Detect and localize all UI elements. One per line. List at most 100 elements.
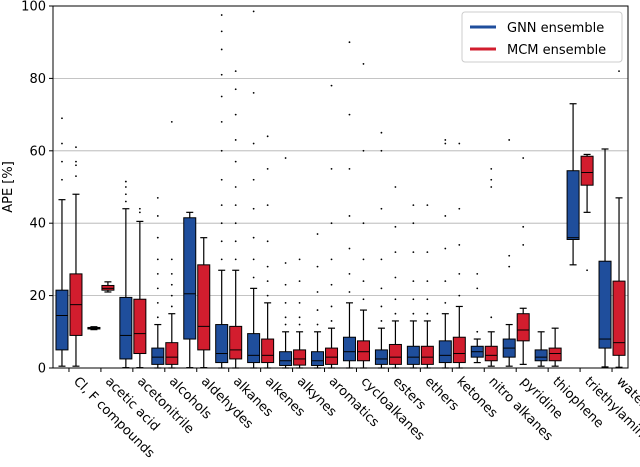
outlier-7 bbox=[234, 113, 237, 116]
outlier-4 bbox=[156, 258, 159, 261]
outlier-3 bbox=[266, 240, 269, 243]
y-tick-label-80: 80 bbox=[29, 72, 46, 87]
box-0-6 bbox=[247, 10, 261, 369]
outlier-3 bbox=[380, 258, 383, 261]
box-body bbox=[356, 340, 370, 362]
outlier-4 bbox=[284, 262, 287, 264]
outlier-4 bbox=[234, 186, 237, 188]
outlier-0 bbox=[220, 258, 223, 261]
outlier-6 bbox=[220, 120, 223, 123]
outlier-6 bbox=[234, 139, 237, 141]
outlier-5 bbox=[380, 149, 383, 152]
plot-area bbox=[55, 10, 626, 369]
outlier-0 bbox=[458, 294, 461, 297]
outlier-3 bbox=[316, 265, 319, 268]
outlier-4 bbox=[380, 207, 383, 210]
outlier-3 bbox=[394, 251, 397, 254]
box-body bbox=[101, 284, 115, 291]
outlier-1 bbox=[508, 254, 511, 257]
outlier-6 bbox=[348, 41, 351, 44]
box-0-4 bbox=[183, 211, 197, 369]
box-body bbox=[119, 296, 133, 360]
outlier-0 bbox=[412, 312, 415, 315]
box-1-15 bbox=[548, 327, 562, 367]
outlier-4 bbox=[220, 178, 223, 181]
outlier-3 bbox=[252, 207, 255, 210]
box-body bbox=[598, 260, 612, 349]
outlier-1 bbox=[316, 309, 319, 311]
box-1-17 bbox=[612, 70, 626, 368]
box-body bbox=[374, 349, 388, 365]
outlier-1 bbox=[380, 305, 383, 308]
box-body bbox=[133, 298, 147, 355]
box-1-2 bbox=[133, 207, 147, 369]
box-body bbox=[566, 170, 580, 240]
outlier-0 bbox=[394, 312, 397, 315]
outlier-2 bbox=[75, 160, 77, 163]
outlier-4 bbox=[362, 149, 365, 152]
box-0-8 bbox=[311, 233, 325, 369]
outlier-5 bbox=[170, 120, 173, 123]
box-body bbox=[580, 155, 594, 186]
box-0-9 bbox=[342, 41, 356, 369]
box-1-10 bbox=[388, 186, 402, 369]
outlier-2 bbox=[444, 247, 447, 250]
outlier-0 bbox=[170, 305, 173, 308]
y-tick-label-20: 20 bbox=[29, 289, 46, 304]
outlier-3 bbox=[124, 180, 127, 183]
outlier-3 bbox=[75, 146, 77, 149]
box-body bbox=[151, 347, 165, 365]
outlier-1 bbox=[348, 272, 351, 275]
outlier-2 bbox=[508, 139, 511, 141]
outlier-3 bbox=[426, 251, 429, 254]
outlier-2 bbox=[170, 283, 173, 286]
box-body bbox=[406, 345, 420, 365]
outlier-2 bbox=[490, 178, 493, 181]
outlier-1 bbox=[124, 193, 127, 196]
outlier-1 bbox=[170, 294, 173, 297]
box-body bbox=[215, 324, 229, 364]
outlier-1 bbox=[75, 164, 77, 167]
box-body bbox=[420, 345, 434, 365]
outlier-4 bbox=[348, 168, 351, 170]
box-body bbox=[279, 351, 293, 366]
outlier-0 bbox=[284, 323, 287, 326]
box-0-5 bbox=[215, 14, 229, 369]
outlier-0 bbox=[138, 211, 141, 214]
box-body bbox=[165, 342, 179, 365]
box-body bbox=[311, 351, 325, 366]
outlier-2 bbox=[426, 280, 429, 283]
outlier-0 bbox=[348, 291, 351, 293]
outlier-2 bbox=[522, 157, 525, 159]
outlier-2 bbox=[380, 287, 383, 290]
outlier-0 bbox=[490, 316, 493, 319]
outlier-0 bbox=[124, 200, 127, 203]
outlier-2 bbox=[234, 222, 237, 225]
box-1-4 bbox=[197, 237, 211, 369]
outlier-1 bbox=[362, 280, 365, 283]
legend-label-mcm: MCM ensemble bbox=[507, 43, 606, 58]
box-body bbox=[197, 264, 211, 351]
outlier-7 bbox=[252, 10, 255, 13]
box-body bbox=[183, 217, 197, 340]
box-body bbox=[548, 347, 562, 362]
outlier-3 bbox=[284, 283, 287, 286]
box-body bbox=[534, 349, 548, 362]
box-0-12 bbox=[438, 139, 452, 369]
box-body bbox=[293, 349, 307, 366]
outlier-2 bbox=[266, 265, 269, 268]
outlier-6 bbox=[380, 131, 383, 134]
box-1-11 bbox=[420, 204, 434, 369]
outlier-5 bbox=[348, 113, 351, 116]
box-0-7 bbox=[279, 157, 293, 369]
outlier-6 bbox=[266, 135, 269, 138]
outlier-6 bbox=[156, 215, 159, 217]
box-1-7 bbox=[293, 258, 307, 369]
outlier-1 bbox=[284, 316, 287, 319]
box-0-2 bbox=[119, 180, 133, 369]
plot-frame bbox=[52, 5, 629, 369]
box-body bbox=[261, 338, 275, 364]
outlier-1 bbox=[298, 316, 301, 319]
outlier-6 bbox=[252, 91, 255, 94]
